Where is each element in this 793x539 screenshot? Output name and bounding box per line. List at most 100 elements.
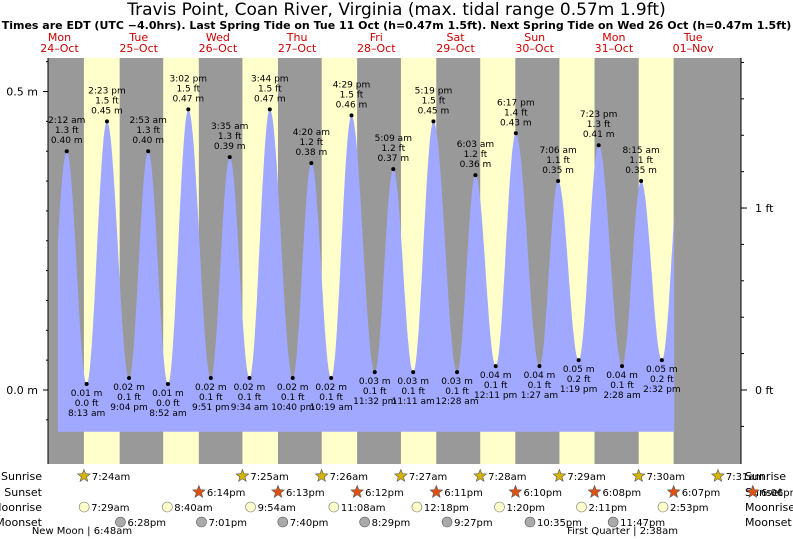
low-tide-point xyxy=(165,382,170,387)
high-tide-point xyxy=(186,107,191,112)
sunset-star-icon xyxy=(587,484,602,498)
high-tide-point xyxy=(309,161,314,166)
high-tide-time-label: 4:20 am xyxy=(293,128,330,138)
date-label: 30–Oct xyxy=(515,42,554,55)
high-tide-point xyxy=(267,107,272,112)
sunrise-star-icon xyxy=(473,468,488,482)
moonrise-icon xyxy=(576,501,587,513)
row-label-left-sunset: Sunset xyxy=(4,486,42,499)
moon-phase-label: First Quarter | 2:38am xyxy=(567,526,678,537)
sunset-time: 6:06pm xyxy=(761,488,793,499)
moonrise-time: 2:11pm xyxy=(588,503,627,514)
low-tide-m-label: 0.05 m xyxy=(646,365,678,375)
day-of-week-label: Tue xyxy=(683,31,703,44)
high-tide-ft-label: 1.3 ft xyxy=(218,132,242,142)
day-of-week-label: Tue xyxy=(128,31,148,44)
low-tide-point xyxy=(576,358,581,363)
low-tide-time-label: 2:32 pm xyxy=(643,385,681,395)
moonrise-time: 1:20pm xyxy=(506,503,545,514)
row-label-left-moonrise: Moonrise xyxy=(0,501,42,514)
low-tide-ft-label: 0.0 ft xyxy=(75,399,99,409)
day-of-week-label: Sun xyxy=(524,31,545,44)
high-tide-point xyxy=(596,143,601,148)
high-tide-time-label: 3:44 pm xyxy=(251,74,289,84)
moonset-icon xyxy=(607,516,619,528)
moonset-time: 6:28pm xyxy=(127,518,166,529)
high-tide-time-label: 3:02 pm xyxy=(170,74,208,84)
high-tide-time-label: 8:15 am xyxy=(622,146,659,156)
moonrise-icon xyxy=(494,501,505,513)
day-of-week-label: Mon xyxy=(48,31,71,44)
high-tide-m-label: 0.38 m xyxy=(296,148,328,158)
sunset-time: 6:08pm xyxy=(603,488,642,499)
high-tide-ft-label: 1.5 ft xyxy=(95,96,119,106)
moonrise-icon xyxy=(411,501,423,513)
low-tide-ft-label: 0.1 ft xyxy=(445,387,469,397)
low-tide-m-label: 0.02 m xyxy=(234,383,266,393)
low-tide-ft-label: 0.1 ft xyxy=(199,393,223,403)
high-tide-m-label: 0.47 m xyxy=(172,94,204,104)
low-tide-point xyxy=(372,370,377,375)
high-tide-ft-label: 1.1 ft xyxy=(546,156,570,166)
low-tide-time-label: 12:11 pm xyxy=(474,391,517,401)
low-tide-time-label: 1:27 am xyxy=(521,391,558,401)
low-tide-m-label: 0.04 m xyxy=(524,371,556,381)
low-tide-ft-label: 0.1 ft xyxy=(484,381,508,391)
sunrise-time: 7:27am xyxy=(409,472,447,483)
high-tide-ft-label: 1.3 ft xyxy=(136,126,160,136)
date-label: 01–Nov xyxy=(673,42,714,55)
low-tide-point xyxy=(620,364,625,369)
moonrise-time: 7:29am xyxy=(91,503,129,514)
low-tide-ft-label: 0.1 ft xyxy=(281,393,305,403)
moonrise-time: 12:18pm xyxy=(424,503,469,514)
high-tide-point xyxy=(473,173,478,178)
low-tide-point xyxy=(290,376,295,381)
moonrise-time: 9:54am xyxy=(258,503,296,514)
low-tide-point xyxy=(247,376,252,381)
moonset-icon xyxy=(115,516,126,528)
high-tide-m-label: 0.39 m xyxy=(214,142,246,152)
low-tide-ft-label: 0.1 ft xyxy=(238,393,262,403)
row-label-right-moonset: Moonset xyxy=(745,516,792,529)
low-tide-time-label: 9:34 am xyxy=(231,403,268,413)
left-axis-tick-label: 0.5 m xyxy=(6,86,38,99)
high-tide-ft-label: 1.5 ft xyxy=(422,96,446,106)
high-tide-time-label: 7:06 am xyxy=(539,146,576,156)
sunset-star-icon xyxy=(350,484,365,498)
day-of-week-label: Mon xyxy=(602,31,625,44)
sunrise-star-icon xyxy=(314,468,329,482)
high-tide-ft-label: 1.1 ft xyxy=(629,156,653,166)
sunset-star-icon xyxy=(429,484,444,498)
low-tide-ft-label: 0.2 ft xyxy=(567,375,591,385)
date-label: 24–Oct xyxy=(40,42,79,55)
low-tide-point xyxy=(493,364,498,369)
high-tide-ft-label: 1.2 ft xyxy=(300,138,324,148)
chart-title: Travis Point, Coan River, Virginia (max.… xyxy=(127,0,666,20)
low-tide-point xyxy=(537,364,542,369)
moonrise-icon xyxy=(162,501,173,513)
low-tide-time-label: 9:04 pm xyxy=(110,403,148,413)
low-tide-point xyxy=(455,370,460,375)
date-label: 27–Oct xyxy=(278,42,317,55)
moonset-time: 11:47pm xyxy=(620,518,665,529)
low-tide-point xyxy=(208,376,213,381)
low-tide-ft-label: 0.1 ft xyxy=(401,387,425,397)
high-tide-point xyxy=(639,179,644,184)
high-tide-point xyxy=(146,149,151,154)
day-of-week-label: Fri xyxy=(370,31,383,44)
low-tide-m-label: 0.03 m xyxy=(397,377,429,387)
high-tide-m-label: 0.40 m xyxy=(132,136,164,146)
low-tide-m-label: 0.02 m xyxy=(195,383,227,393)
low-tide-ft-label: 0.2 ft xyxy=(650,375,674,385)
sunrise-star-icon xyxy=(393,468,408,482)
low-tide-m-label: 0.04 m xyxy=(606,371,638,381)
low-tide-time-label: 10:40 pm xyxy=(271,403,314,413)
high-tide-time-label: 7:23 pm xyxy=(580,110,618,120)
low-tide-ft-label: 0.1 ft xyxy=(319,393,343,403)
high-tide-point xyxy=(227,155,232,160)
sunrise-time: 7:26am xyxy=(330,472,368,483)
low-tide-time-label: 2:28 am xyxy=(603,391,640,401)
low-tide-point xyxy=(659,358,664,363)
moonrise-icon xyxy=(657,501,669,513)
